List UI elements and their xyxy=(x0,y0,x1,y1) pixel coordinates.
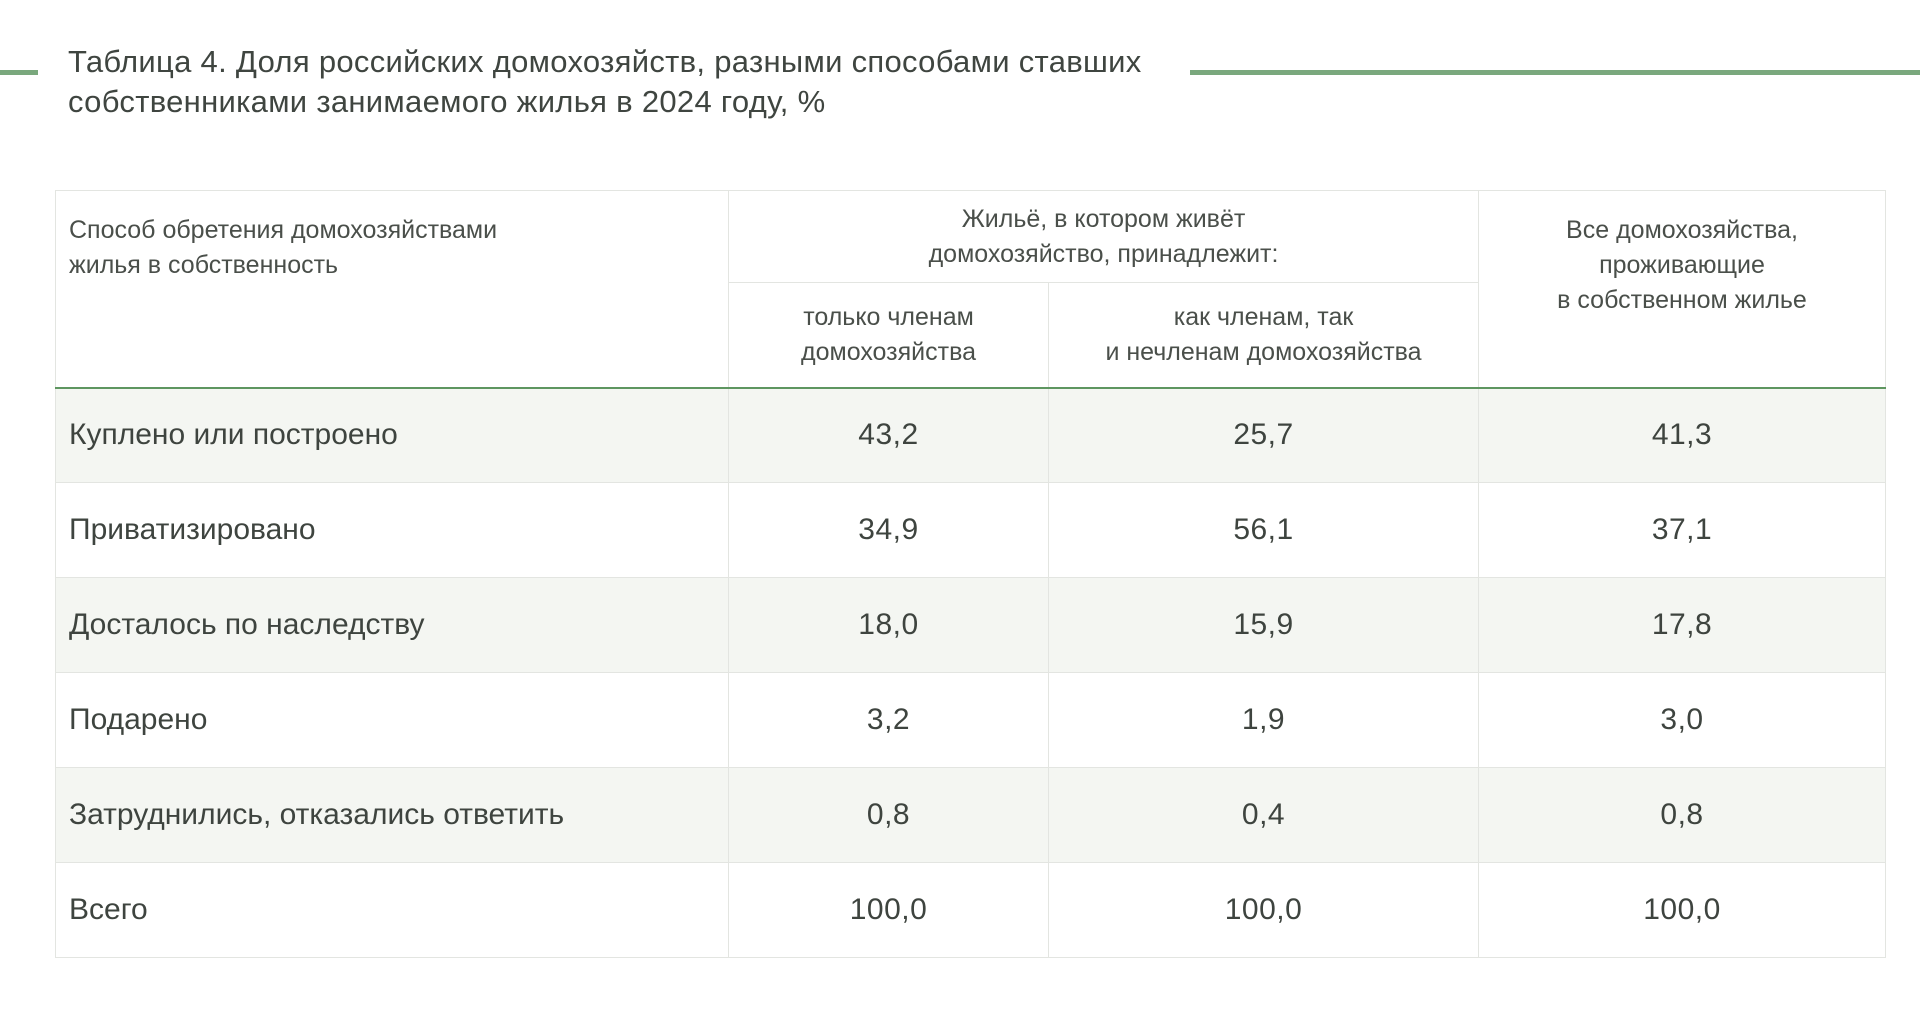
title-accent-line-right xyxy=(1190,70,1920,75)
value-cell: 25,7 xyxy=(1047,386,1480,483)
table-body: Куплено или построено 43,2 25,7 41,3 При… xyxy=(55,386,1887,958)
value-cell: 37,1 xyxy=(1478,482,1887,578)
table-row-bought-or-built: Куплено или построено 43,2 25,7 41,3 xyxy=(55,386,1887,483)
value-cell: 18,0 xyxy=(728,577,1049,673)
value-cell: 43,2 xyxy=(728,386,1049,483)
value-cell: 3,2 xyxy=(728,672,1049,768)
households-ownership-table: Способ обретения домохозяйствами жилья в… xyxy=(55,190,1887,958)
column-header-all-households: Все домохозяйства, проживающие в собстве… xyxy=(1478,190,1887,388)
title-accent-dash-left xyxy=(0,70,38,75)
table-row-privatized: Приватизировано 34,9 56,1 37,1 xyxy=(55,482,1887,578)
table-header: Способ обретения домохозяйствами жилья в… xyxy=(55,190,1887,388)
value-cell: 0,4 xyxy=(1047,767,1480,863)
row-label: Приватизировано xyxy=(55,482,729,578)
value-cell: 56,1 xyxy=(1047,482,1480,578)
table-row-no-answer: Затруднились, отказались ответить 0,8 0,… xyxy=(55,767,1887,863)
header-row-sub: только членам домохозяйства как членам, … xyxy=(56,282,1886,388)
value-cell: 41,3 xyxy=(1478,386,1887,483)
value-cell: 0,8 xyxy=(728,767,1049,863)
value-cell: 3,0 xyxy=(1478,672,1887,768)
header-row-top: Способ обретения домохозяйствами жилья в… xyxy=(55,190,1887,388)
row-label: Затруднились, отказались ответить xyxy=(55,767,729,863)
value-cell: 1,9 xyxy=(1047,672,1480,768)
table-row-gifted: Подарено 3,2 1,9 3,0 xyxy=(55,672,1887,768)
value-cell: 15,9 xyxy=(1047,577,1480,673)
row-label: Досталось по наследству xyxy=(55,577,729,673)
value-cell: 34,9 xyxy=(728,482,1049,578)
value-cell: 100,0 xyxy=(1047,862,1480,958)
row-label: Подарено xyxy=(55,672,729,768)
value-cell: 0,8 xyxy=(1478,767,1887,863)
column-header-acquisition-method: Способ обретения домохозяйствами жилья в… xyxy=(55,190,729,388)
column-group-header-ownership: Жильё, в котором живёт домохозяйство, пр… xyxy=(727,190,1480,283)
value-cell: 17,8 xyxy=(1478,577,1887,673)
row-label: Куплено или построено xyxy=(55,386,729,483)
table-row-inherited: Досталось по наследству 18,0 15,9 17,8 xyxy=(55,577,1887,673)
row-label: Всего xyxy=(55,862,729,958)
page-title: Таблица 4. Доля российских домохозяйств,… xyxy=(68,44,1142,119)
table-row-total: Всего 100,0 100,0 100,0 xyxy=(55,862,1887,958)
column-subheader-members-and-nonmembers: как членам, так и нечленам домохозяйства xyxy=(1047,282,1480,388)
column-subheader-members-only: только членам домохозяйства xyxy=(728,282,1049,388)
value-cell: 100,0 xyxy=(1478,862,1887,958)
value-cell: 100,0 xyxy=(728,862,1049,958)
